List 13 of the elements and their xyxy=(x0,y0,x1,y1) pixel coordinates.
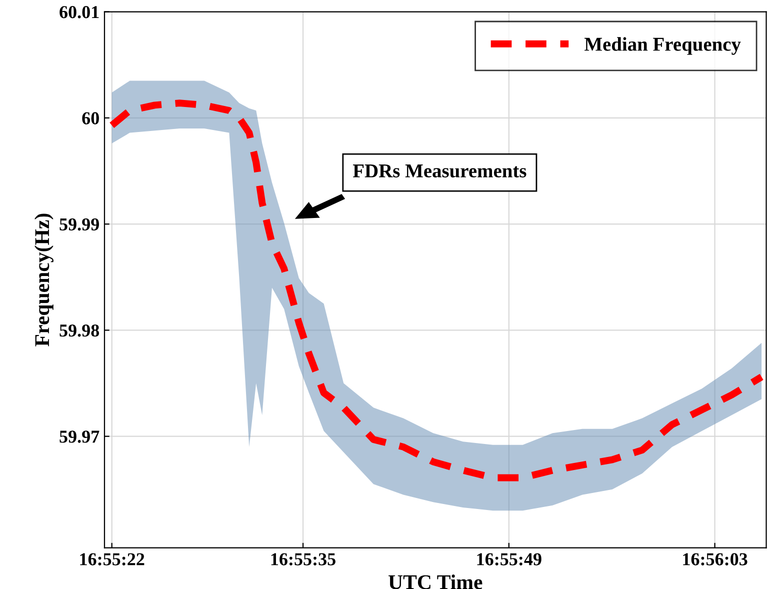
y-tick-label: 60.01 xyxy=(60,6,99,18)
y-tick-label: 60 xyxy=(82,112,99,124)
x-tick-label: 16:55:49 xyxy=(477,553,542,566)
x-tick-label: 16:56:03 xyxy=(683,553,748,566)
legend-label: Median Frequency xyxy=(584,37,741,55)
y-axis-title: Frequency(Hz) xyxy=(34,214,54,346)
annotation: FDRs Measurements xyxy=(352,164,526,178)
y-tick-label: 59.97 xyxy=(60,430,100,443)
y-tick-label: 59.98 xyxy=(60,324,100,337)
x-tick-label: 16:55:22 xyxy=(80,553,144,566)
y-tick-label: 59.99 xyxy=(60,218,99,231)
x-axis-title: UTC Time xyxy=(388,574,482,589)
x-tick-label: 16:55:35 xyxy=(271,553,336,566)
